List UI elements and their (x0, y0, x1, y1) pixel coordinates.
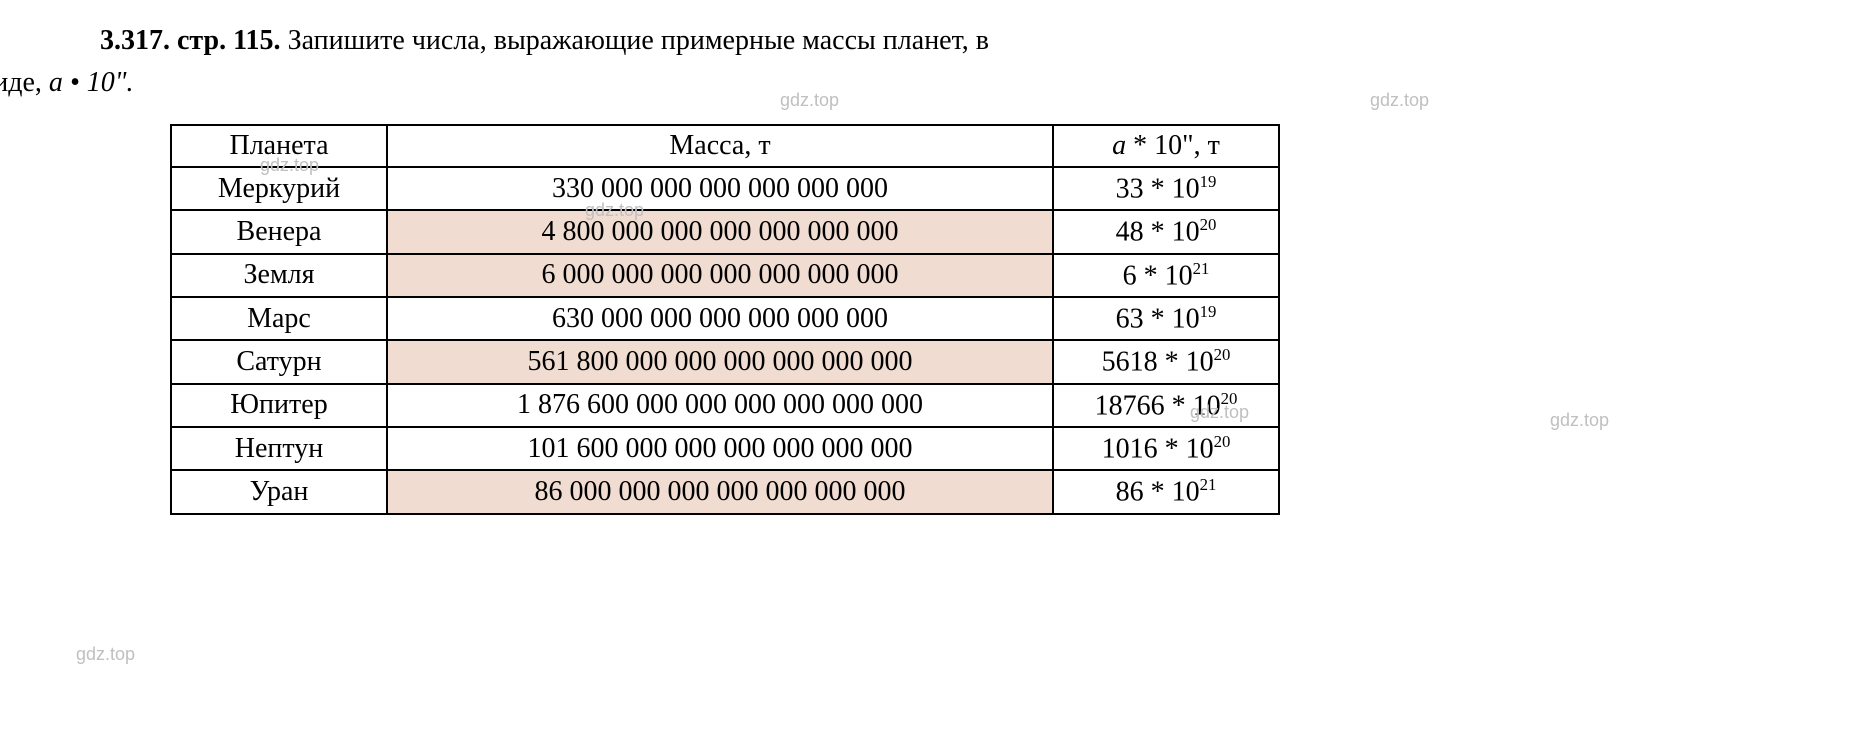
watermark: gdz.top (780, 90, 839, 111)
planet-mass: 101 600 000 000 000 000 000 000 (387, 427, 1053, 470)
watermark: gdz.top (585, 200, 644, 221)
watermark: gdz.top (1370, 90, 1429, 111)
exponent: 19 (1200, 172, 1217, 191)
problem-statement: 3.317. стр. 115. Запишите числа, выражаю… (40, 20, 1833, 104)
watermark: gdz.top (260, 155, 319, 176)
planet-name: Юпитер (171, 384, 387, 427)
exponent: 20 (1214, 432, 1231, 451)
planet-mass: 561 800 000 000 000 000 000 000 (387, 340, 1053, 383)
exponent: 19 (1200, 302, 1217, 321)
problem-text-line2: виде, (0, 67, 49, 98)
planet-name: Сатурн (171, 340, 387, 383)
planet-mass: 1 876 600 000 000 000 000 000 000 (387, 384, 1053, 427)
table-row: Нептун 101 600 000 000 000 000 000 000 1… (171, 427, 1279, 470)
planet-name: Венера (171, 210, 387, 253)
problem-text-line1: Запишите числа, выражающие примерные мас… (288, 25, 989, 56)
problem-number: 3.317. (100, 25, 170, 56)
page-container: 3.317. стр. 115. Запишите числа, выражаю… (40, 20, 1833, 515)
header-formula-rest: * 10", т (1126, 130, 1220, 161)
exponent: 21 (1193, 259, 1210, 278)
coef: 48 (1116, 217, 1144, 248)
problem-formula: a • 10". (49, 67, 134, 98)
watermark: gdz.top (1190, 402, 1249, 423)
planets-table: Планета Масса, т a * 10", т Меркурий 330… (170, 124, 1280, 515)
header-scientific: a * 10", т (1053, 125, 1279, 167)
header-formula-a: a (1112, 130, 1126, 161)
exponent: 21 (1200, 475, 1217, 494)
table-header-row: Планета Масса, т a * 10", т (171, 125, 1279, 167)
table-row: Уран 86 000 000 000 000 000 000 000 86 *… (171, 470, 1279, 513)
planet-mass: 630 000 000 000 000 000 000 (387, 297, 1053, 340)
planet-name: Земля (171, 254, 387, 297)
planet-mass: 6 000 000 000 000 000 000 000 (387, 254, 1053, 297)
planet-mass: 86 000 000 000 000 000 000 000 (387, 470, 1053, 513)
exponent: 20 (1200, 215, 1217, 234)
coef: 18766 (1095, 390, 1165, 421)
table-row: Венера 4 800 000 000 000 000 000 000 48 … (171, 210, 1279, 253)
planet-name: Марс (171, 297, 387, 340)
planet-scientific: 1016 * 1020 (1053, 427, 1279, 470)
planet-scientific: 6 * 1021 (1053, 254, 1279, 297)
coef: 6 (1123, 260, 1137, 291)
planet-mass: 330 000 000 000 000 000 000 (387, 167, 1053, 210)
exponent: 20 (1214, 345, 1231, 364)
header-mass: Масса, т (387, 125, 1053, 167)
coef: 5618 (1102, 347, 1158, 378)
planet-name: Уран (171, 470, 387, 513)
planet-scientific: 48 * 1020 (1053, 210, 1279, 253)
watermark: gdz.top (1550, 410, 1609, 431)
table-row: Земля 6 000 000 000 000 000 000 000 6 * … (171, 254, 1279, 297)
planet-scientific: 86 * 1021 (1053, 470, 1279, 513)
coef: 1016 (1102, 433, 1158, 464)
table-row: Юпитер 1 876 600 000 000 000 000 000 000… (171, 384, 1279, 427)
planet-scientific: 33 * 1019 (1053, 167, 1279, 210)
coef: 63 (1116, 303, 1144, 334)
planet-mass: 4 800 000 000 000 000 000 000 (387, 210, 1053, 253)
table-row: Марс 630 000 000 000 000 000 000 63 * 10… (171, 297, 1279, 340)
planet-name: Нептун (171, 427, 387, 470)
problem-page: стр. 115. (177, 25, 281, 56)
planet-scientific: 5618 * 1020 (1053, 340, 1279, 383)
table-row: Сатурн 561 800 000 000 000 000 000 000 5… (171, 340, 1279, 383)
table-row: Меркурий 330 000 000 000 000 000 000 33 … (171, 167, 1279, 210)
coef: 33 (1116, 173, 1144, 204)
watermark: gdz.top (76, 644, 135, 665)
coef: 86 (1116, 477, 1144, 508)
planet-scientific: 63 * 1019 (1053, 297, 1279, 340)
